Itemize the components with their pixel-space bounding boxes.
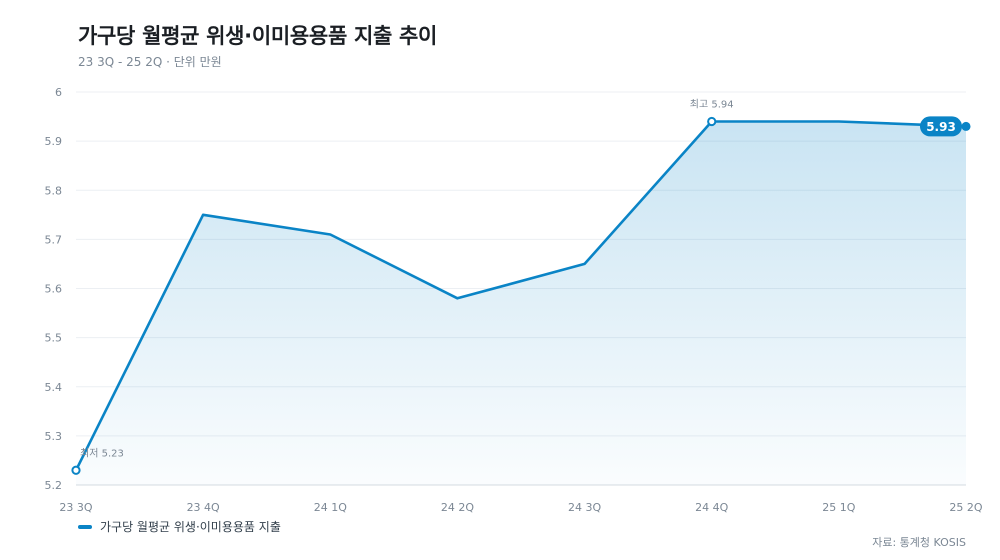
x-tick-label: 23 3Q <box>59 501 92 514</box>
y-tick-label: 5.8 <box>45 184 63 197</box>
y-tick-label: 5.2 <box>45 479 63 492</box>
x-tick-label: 24 4Q <box>695 501 728 514</box>
x-tick-label: 23 4Q <box>187 501 220 514</box>
x-tick-label: 25 2Q <box>949 501 982 514</box>
max-point-marker <box>707 116 717 127</box>
series-layer <box>74 120 968 485</box>
y-tick-label: 5.6 <box>45 283 63 296</box>
chart-subtitle: 23 3Q - 25 2Q · 단위 만원 <box>78 55 222 69</box>
min-point-marker <box>71 465 81 475</box>
y-axis: 5.2 5.3 5.4 5.5 5.6 5.7 5.8 5.9 6 <box>45 86 63 492</box>
y-tick-label: 5.9 <box>45 135 63 148</box>
y-tick-label: 5.4 <box>45 381 63 394</box>
max-point-label: 최고 5.94 <box>690 98 734 110</box>
y-tick-label: 5.7 <box>45 233 63 246</box>
x-tick-label: 25 1Q <box>822 501 855 514</box>
annotations: 최저 5.23 최고 5.94 5.93 <box>71 98 971 475</box>
source-note: 자료: 통계청 KOSIS <box>872 536 966 549</box>
min-point-label: 최저 5.23 <box>80 447 124 459</box>
x-tick-label: 24 1Q <box>314 501 347 514</box>
y-tick-label: 6 <box>55 86 62 99</box>
legend: 가구당 월평균 위생·이미용용품 지출 <box>78 518 281 535</box>
last-value-badge <box>920 116 962 137</box>
legend-label: 가구당 월평균 위생·이미용용품 지출 <box>100 520 281 534</box>
x-axis: 23 3Q 23 4Q 24 1Q 24 2Q 24 3Q 24 4Q 25 1Q 25 2Q <box>59 501 982 514</box>
last-point-marker <box>961 121 971 131</box>
y-tick-label: 5.3 <box>45 430 63 443</box>
last-value-label: 5.93 <box>926 120 956 134</box>
series-line <box>74 120 968 472</box>
legend-swatch <box>78 524 92 529</box>
x-tick-label: 24 3Q <box>568 501 601 514</box>
series-area <box>76 121 966 485</box>
chart-title: 가구당 월평균 위생·이미용용품 지출 추이 <box>78 24 438 48</box>
x-tick-label: 24 2Q <box>441 501 474 514</box>
y-tick-label: 5.5 <box>45 332 63 345</box>
